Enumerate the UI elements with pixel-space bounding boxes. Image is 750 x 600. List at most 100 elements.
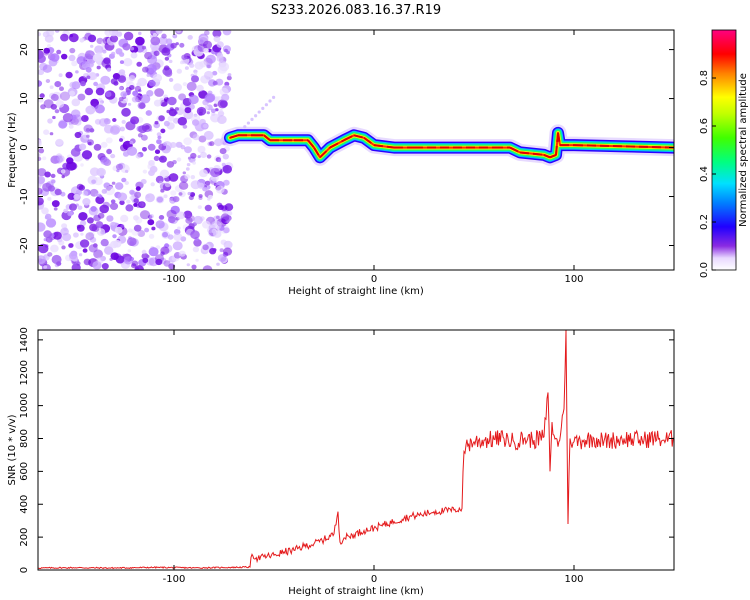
noise-speckle (197, 145, 206, 154)
noise-speckle (213, 35, 221, 43)
noise-speckle (158, 180, 163, 185)
noise-speckle (45, 218, 57, 228)
noise-speckle (104, 124, 114, 134)
noise-speckle (81, 115, 89, 122)
noise-speckle (142, 257, 149, 264)
noise-speckle (47, 44, 51, 48)
noise-speckle (100, 255, 106, 262)
noise-speckle (139, 153, 144, 157)
noise-speckle (126, 146, 138, 156)
noise-speckle (160, 246, 170, 255)
noise-speckle (219, 87, 229, 96)
noise-speckle (123, 58, 133, 67)
noise-speckle (119, 52, 125, 57)
noise-speckle (116, 169, 120, 173)
noise-speckle (111, 181, 116, 185)
noise-speckle (62, 113, 74, 123)
noise-speckle (135, 153, 141, 159)
noise-speckle (43, 50, 50, 56)
noise-speckle (129, 140, 134, 145)
noise-speckle (51, 200, 60, 208)
noise-speckle (43, 99, 54, 109)
noise-speckle (147, 219, 155, 226)
noise-speckle (70, 114, 77, 121)
noise-speckle (43, 230, 52, 239)
noise-speckle (156, 132, 162, 137)
noise-speckle (96, 256, 104, 264)
noise-speckle (61, 245, 66, 250)
noise-speckle (38, 168, 47, 177)
noise-speckle (134, 85, 142, 92)
noise-speckle (121, 177, 127, 183)
noise-speckle (115, 163, 124, 171)
noise-speckle (114, 226, 123, 234)
noise-speckle (182, 82, 188, 87)
noise-speckle (223, 240, 233, 249)
noise-speckle (135, 217, 143, 224)
noise-speckle (168, 216, 176, 224)
noise-speckle (190, 180, 201, 190)
noise-speckle (69, 90, 76, 97)
signal-ridge-segment (557, 132, 561, 146)
snr-ytick-label: 0 (19, 567, 30, 573)
noise-speckle (43, 129, 50, 135)
noise-speckle (172, 160, 177, 165)
noise-speckle (137, 102, 146, 110)
noise-speckle (153, 50, 160, 56)
noise-speckle (94, 104, 105, 114)
noise-speckle (221, 93, 230, 102)
snr-xtick-label: 100 (564, 574, 583, 585)
noise-speckle (210, 113, 221, 123)
noise-speckle (184, 66, 189, 70)
noise-speckle (88, 231, 95, 238)
noise-speckle (192, 119, 200, 126)
noise-speckle (178, 250, 186, 257)
noise-speckle (126, 199, 131, 204)
noise-speckle (178, 93, 187, 101)
noise-speckle (209, 141, 215, 147)
signal-ridge-segment (343, 134, 355, 142)
noise-speckle (61, 223, 68, 229)
noise-speckle (205, 54, 216, 64)
noise-speckle (45, 236, 53, 243)
noise-speckle (215, 185, 225, 194)
noise-speckle (178, 190, 186, 198)
noise-speckle (97, 97, 103, 103)
noise-speckle (90, 44, 94, 48)
noise-speckle (170, 190, 177, 196)
noise-speckle (47, 118, 53, 124)
noise-speckle (76, 224, 81, 229)
noise-speckle (137, 230, 146, 237)
noise-speckle (38, 222, 46, 232)
noise-speckle (180, 236, 187, 242)
noise-speckle (204, 70, 214, 80)
noise-speckle (115, 182, 124, 190)
noise-speckle (52, 115, 56, 120)
noise-speckle (152, 73, 163, 83)
noise-speckle (79, 38, 85, 43)
colorbar-tick-label: 0.4 (699, 166, 710, 182)
snr-xlabel: Height of straight line (km) (288, 586, 424, 597)
noise-speckle (177, 226, 181, 230)
noise-speckle (76, 183, 84, 190)
noise-speckle (190, 152, 197, 159)
noise-speckle (88, 206, 99, 216)
noise-speckle (148, 80, 156, 87)
noise-speckle (106, 148, 112, 155)
noise-speckle (135, 36, 145, 46)
noise-speckle (142, 66, 149, 73)
noise-speckle (148, 233, 155, 239)
noise-speckle (43, 265, 48, 269)
noise-speckle (118, 96, 124, 102)
noise-speckle (192, 134, 200, 141)
noise-speckle (39, 62, 48, 71)
spectrogram-ytick-label: -20 (19, 237, 30, 253)
colorbar-tick-label: 0.8 (699, 70, 710, 86)
noise-speckle (55, 100, 65, 108)
noise-speckle (94, 193, 99, 197)
noise-speckle (85, 232, 95, 241)
noise-speckle (186, 263, 190, 267)
noise-speckle (154, 254, 164, 263)
